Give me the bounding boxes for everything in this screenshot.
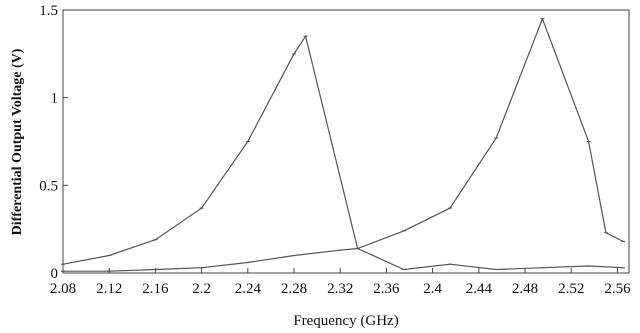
x-tick-label: 2.56: [604, 281, 631, 297]
x-axis-title: Frequency (GHz): [293, 313, 398, 329]
y-tick-label: 0.5: [39, 178, 58, 194]
x-axis-ticks: 2.08 2.12 2.16 2.2 2.24 2.28 2.32 2.36 2.4 2.44 2.…: [50, 268, 631, 297]
x-tick-label: 2.2: [192, 281, 211, 297]
plot-frame: [62, 9, 630, 274]
x-tick-label: 2.48: [512, 281, 538, 297]
series-2-line: [63, 17, 624, 272]
x-tick-label: 2.08: [50, 281, 76, 297]
y-axis-ticks: 0 0.5 1 1.5: [39, 3, 68, 282]
y-axis-title: Differential Output Voltage (V): [10, 48, 25, 235]
y-tick-label: 0: [51, 266, 59, 282]
x-tick-label: 2.44: [466, 281, 493, 297]
x-tick-label: 2.28: [281, 281, 307, 297]
x-tick-label: 2.16: [142, 281, 169, 297]
x-tick-label: 2.24: [235, 281, 262, 297]
series-layer: [61, 17, 626, 272]
x-tick-label: 2.36: [373, 281, 400, 297]
series-1-line: [62, 34, 624, 271]
y-tick-label: 1: [51, 91, 59, 107]
x-tick-label: 2.52: [558, 281, 584, 297]
y-tick-label: 1.5: [39, 3, 58, 19]
x-tick-label: 2.4: [423, 281, 442, 297]
x-tick-label: 2.12: [96, 281, 122, 297]
x-tick-label: 2.32: [327, 281, 353, 297]
